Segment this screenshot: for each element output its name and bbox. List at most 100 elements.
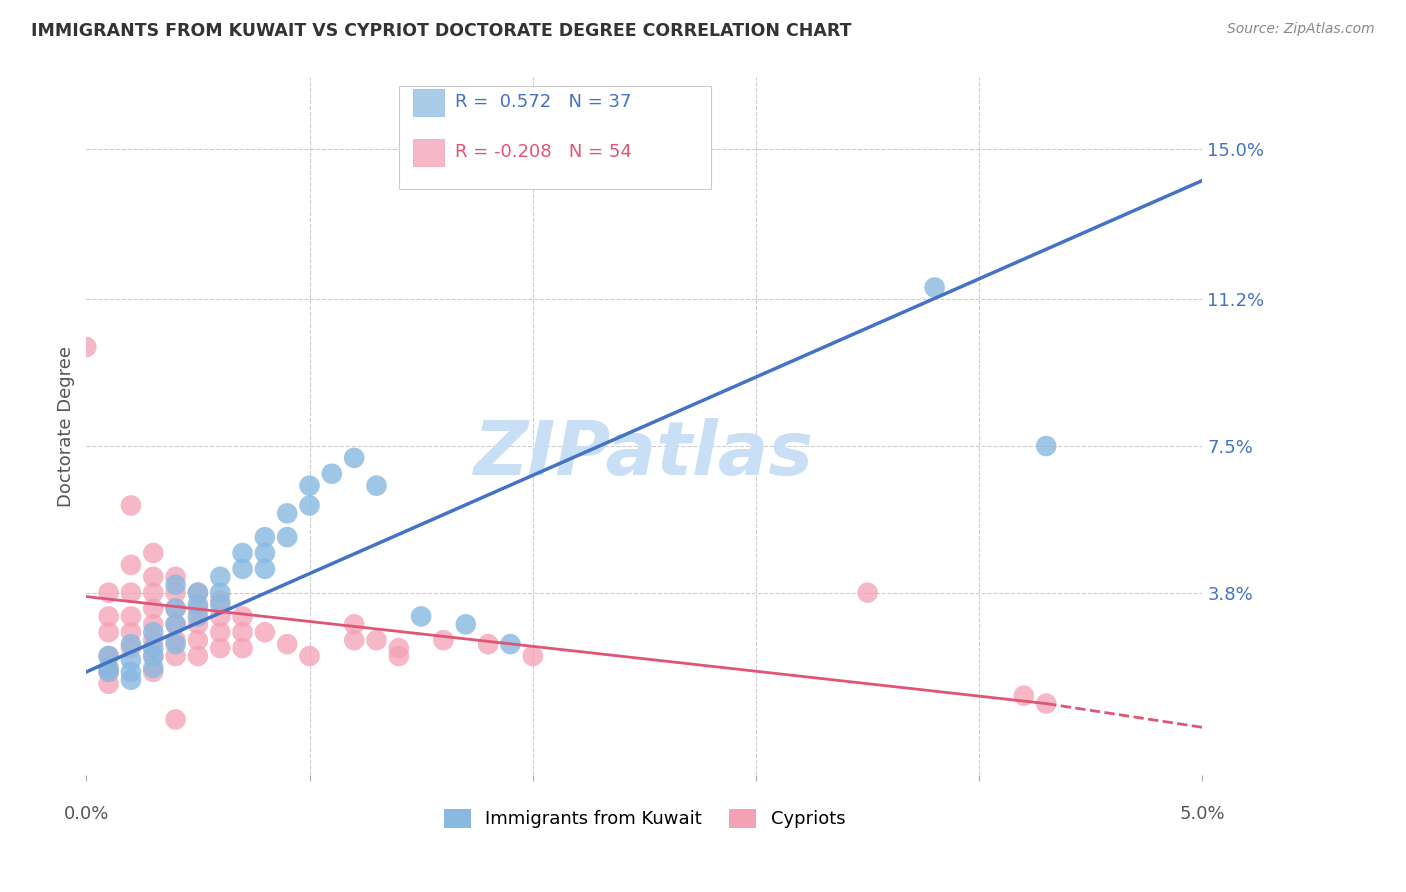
Point <box>165 637 187 651</box>
Point <box>276 637 298 651</box>
Point <box>187 633 209 648</box>
Point <box>209 585 232 599</box>
Point <box>432 633 454 648</box>
Point <box>142 585 165 599</box>
Point <box>142 570 165 584</box>
Point <box>142 648 165 663</box>
Point <box>97 648 120 663</box>
Point <box>499 637 522 651</box>
Point <box>142 546 165 560</box>
Point <box>142 665 165 679</box>
Point <box>343 450 366 465</box>
Point <box>366 633 388 648</box>
Point <box>253 530 276 544</box>
Point <box>209 598 232 612</box>
Point <box>366 478 388 492</box>
Point <box>142 648 165 663</box>
Text: 0.0%: 0.0% <box>63 805 110 823</box>
Point <box>165 601 187 615</box>
Point <box>232 562 254 576</box>
Point <box>187 585 209 599</box>
Point <box>120 673 142 687</box>
Point <box>120 558 142 572</box>
Point <box>209 625 232 640</box>
Point <box>165 577 187 591</box>
Point <box>187 617 209 632</box>
Point <box>120 499 142 513</box>
Point <box>343 617 366 632</box>
Point <box>120 637 142 651</box>
Point <box>477 637 499 651</box>
Point <box>187 598 209 612</box>
Point <box>388 641 411 656</box>
Point <box>120 585 142 599</box>
Point <box>120 609 142 624</box>
Legend: Immigrants from Kuwait, Cypriots: Immigrants from Kuwait, Cypriots <box>436 802 852 836</box>
Point <box>97 677 120 691</box>
Point <box>142 641 165 656</box>
Point <box>142 601 165 615</box>
Point <box>1035 697 1057 711</box>
Point <box>209 593 232 607</box>
Text: 5.0%: 5.0% <box>1180 805 1225 823</box>
Point <box>276 530 298 544</box>
Point <box>120 625 142 640</box>
Point <box>276 507 298 521</box>
Y-axis label: Doctorate Degree: Doctorate Degree <box>58 346 75 507</box>
Point <box>232 546 254 560</box>
Point <box>388 648 411 663</box>
Point <box>97 625 120 640</box>
Point <box>142 617 165 632</box>
Point <box>142 633 165 648</box>
Point <box>187 648 209 663</box>
Point <box>454 617 477 632</box>
Text: R =  0.572   N = 37: R = 0.572 N = 37 <box>456 94 631 112</box>
Text: IMMIGRANTS FROM KUWAIT VS CYPRIOT DOCTORATE DEGREE CORRELATION CHART: IMMIGRANTS FROM KUWAIT VS CYPRIOT DOCTOR… <box>31 22 852 40</box>
Point <box>298 478 321 492</box>
Point <box>165 648 187 663</box>
Point <box>97 585 120 599</box>
Point <box>165 713 187 727</box>
Point <box>253 625 276 640</box>
Point <box>924 280 946 294</box>
Point <box>142 625 165 640</box>
Point <box>165 585 187 599</box>
Point <box>165 617 187 632</box>
Point <box>232 625 254 640</box>
Point <box>1035 439 1057 453</box>
Point <box>120 641 142 656</box>
Point <box>97 665 120 679</box>
Point <box>165 601 187 615</box>
Text: R = -0.208   N = 54: R = -0.208 N = 54 <box>456 144 631 161</box>
Point <box>232 609 254 624</box>
Point <box>142 661 165 675</box>
Point <box>343 633 366 648</box>
Point <box>187 609 209 624</box>
Point <box>411 609 433 624</box>
Point <box>165 617 187 632</box>
Point <box>209 609 232 624</box>
Point <box>298 499 321 513</box>
Point <box>253 562 276 576</box>
Point <box>120 665 142 679</box>
Text: Source: ZipAtlas.com: Source: ZipAtlas.com <box>1227 22 1375 37</box>
Point <box>253 546 276 560</box>
Point <box>97 609 120 624</box>
Point <box>187 601 209 615</box>
Point <box>232 641 254 656</box>
Point <box>522 648 544 663</box>
Point <box>165 570 187 584</box>
Text: ZIPatlas: ZIPatlas <box>474 417 814 491</box>
Point <box>97 661 120 675</box>
Point <box>209 641 232 656</box>
Point <box>97 665 120 679</box>
Point <box>1012 689 1035 703</box>
Point <box>187 585 209 599</box>
Point <box>209 570 232 584</box>
Point <box>321 467 343 481</box>
Point <box>856 585 879 599</box>
Point <box>97 648 120 663</box>
Point <box>165 633 187 648</box>
Point <box>75 340 97 354</box>
Point <box>298 648 321 663</box>
